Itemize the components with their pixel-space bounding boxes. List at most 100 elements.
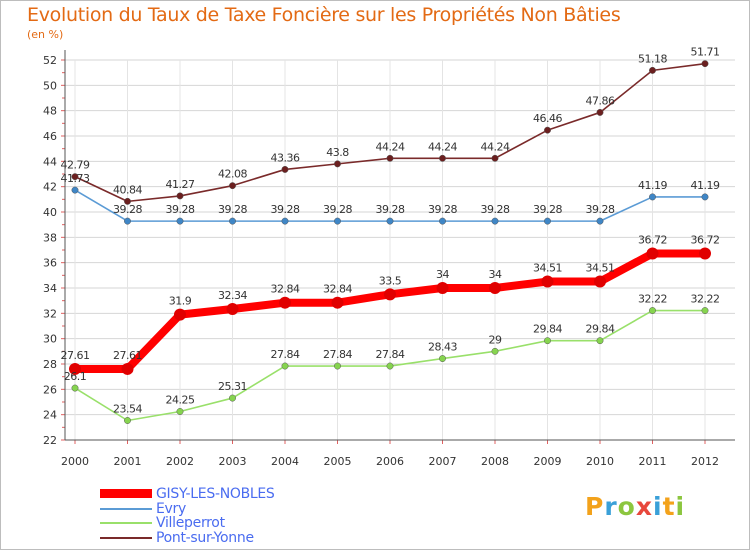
- data-label: 42.79: [61, 159, 90, 172]
- data-label: 36.72: [691, 234, 720, 247]
- data-label: 51.71: [691, 46, 720, 59]
- data-label: 27.61: [113, 349, 142, 362]
- x-tick-label: 2003: [219, 455, 247, 468]
- data-point: [439, 154, 446, 162]
- data-point: [229, 394, 236, 402]
- data-label: 29.84: [533, 323, 562, 336]
- y-tick-label: 48: [43, 105, 57, 118]
- legend-label: Villeperrot: [156, 514, 225, 531]
- data-label: 51.18: [638, 52, 667, 65]
- data-label: 39.28: [218, 203, 247, 216]
- data-label: 32.22: [638, 293, 667, 306]
- data-point: [229, 217, 236, 225]
- data-point: [544, 337, 551, 345]
- data-point: [386, 362, 394, 370]
- y-tick-label: 40: [43, 206, 57, 219]
- data-label: 34.51: [533, 262, 562, 275]
- data-label: 32.84: [271, 283, 300, 296]
- chart-title: Evolution du Taux de Taxe Foncière sur l…: [27, 4, 621, 26]
- data-point: [69, 362, 81, 375]
- data-point: [334, 362, 341, 370]
- data-point: [386, 154, 394, 162]
- legend-swatch: [100, 521, 152, 524]
- data-label: 27.61: [61, 349, 90, 362]
- data-point: [649, 307, 656, 314]
- x-tick-label: 2012: [691, 455, 719, 468]
- data-label: 26.1: [64, 370, 87, 383]
- data-point: [71, 384, 79, 392]
- data-point: [701, 193, 709, 201]
- logo-letter: i: [653, 492, 663, 521]
- data-label: 29.84: [586, 323, 615, 336]
- data-point: [176, 408, 184, 415]
- y-tick-label: 44: [43, 155, 57, 168]
- data-point: [649, 193, 656, 201]
- data-point: [491, 154, 499, 162]
- series-lines: [69, 60, 711, 424]
- legend-swatch: [100, 536, 152, 539]
- legend-item: Villeperrot: [100, 514, 225, 531]
- x-tick-label: 2004: [271, 455, 299, 468]
- data-point: [281, 217, 289, 225]
- grid-lines: [65, 59, 735, 440]
- data-label: 39.28: [376, 203, 405, 216]
- data-point: [491, 217, 499, 225]
- data-point: [489, 282, 501, 294]
- data-label: 42.08: [218, 168, 247, 181]
- x-tick-label: 2006: [376, 455, 404, 468]
- data-label: 40.84: [113, 183, 142, 196]
- data-point: [646, 247, 659, 260]
- x-tick-label: 2001: [114, 455, 142, 468]
- y-tick-label: 26: [43, 383, 57, 396]
- data-label: 41.27: [166, 178, 195, 191]
- legend-item: Evry: [100, 501, 186, 517]
- data-label: 46.46: [533, 112, 562, 125]
- data-point: [226, 303, 239, 316]
- data-point: [121, 362, 134, 375]
- data-label: 27.84: [376, 348, 405, 361]
- data-label: 36.72: [638, 234, 667, 247]
- data-label: 25.31: [218, 380, 247, 393]
- y-tick-label: 46: [43, 130, 57, 143]
- x-tick-label: 2011: [639, 455, 667, 468]
- y-tick-label: 50: [43, 79, 57, 92]
- data-point: [386, 217, 394, 225]
- data-point: [334, 217, 341, 225]
- data-label: 41.73: [61, 172, 90, 185]
- x-tick-label: 2000: [61, 455, 89, 468]
- data-point: [71, 186, 79, 194]
- y-tick-label: 42: [43, 181, 57, 194]
- legend-swatch: [100, 489, 152, 498]
- logo-letter: t: [662, 492, 676, 521]
- data-point: [439, 217, 446, 225]
- y-tick-label: 36: [43, 257, 57, 270]
- data-label: 44.24: [376, 140, 405, 153]
- data-label: 43.8: [326, 146, 349, 159]
- data-point: [384, 288, 396, 301]
- data-label: 31.9: [169, 295, 192, 308]
- data-point: [439, 355, 446, 363]
- data-point: [596, 217, 604, 225]
- data-point: [279, 296, 291, 309]
- legend-swatch: [100, 507, 152, 510]
- data-point: [436, 282, 449, 294]
- data-labels: 27.61 27.61 31.9 32.34 32.84 32.84 33.5 34 34 34.…: [61, 46, 721, 416]
- data-point: [699, 247, 711, 260]
- data-point: [281, 362, 289, 370]
- data-label: 34: [436, 268, 449, 281]
- data-label: 39.28: [323, 203, 352, 216]
- data-point: [124, 197, 131, 205]
- data-point: [229, 182, 236, 190]
- data-point: [596, 337, 604, 345]
- data-point: [544, 217, 551, 225]
- data-label: 39.28: [481, 203, 510, 216]
- x-tick-label: 2009: [534, 455, 562, 468]
- data-label: 41.19: [691, 179, 720, 192]
- data-point: [649, 66, 656, 74]
- data-label: 39.28: [586, 203, 615, 216]
- data-point: [544, 126, 551, 134]
- logo-letter: i: [675, 492, 686, 521]
- data-label: 39.28: [113, 203, 142, 216]
- data-label: 43.36: [271, 151, 300, 164]
